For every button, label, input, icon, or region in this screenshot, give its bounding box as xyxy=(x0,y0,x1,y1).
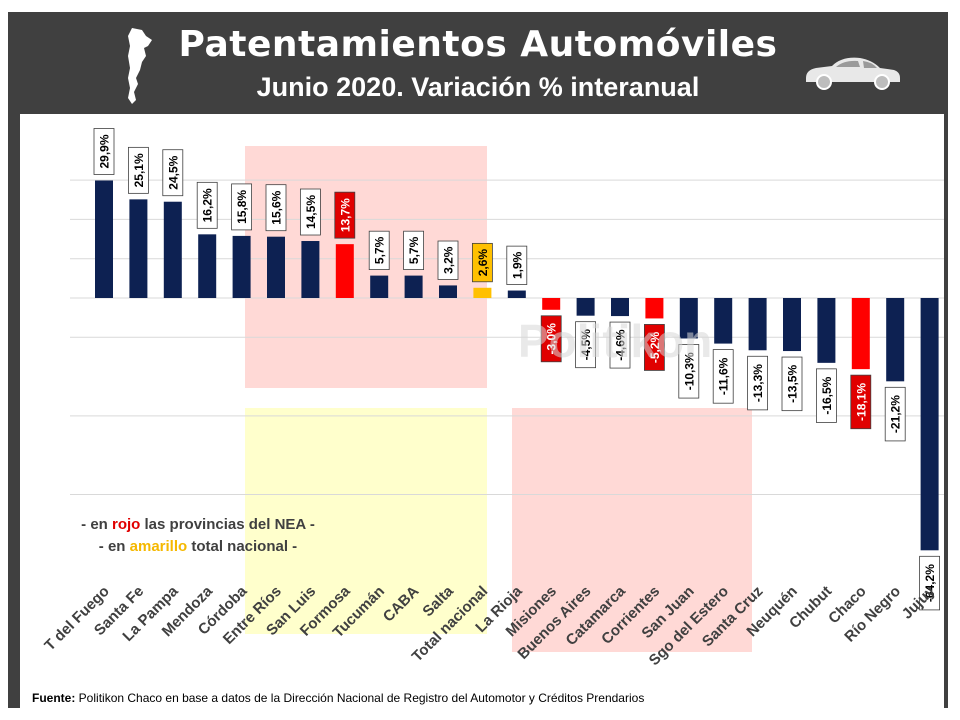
bar xyxy=(404,275,423,298)
data-label-box xyxy=(162,149,184,197)
plot-area: 29,9% T del Fuego 25,1% Santa Fe 24,5% La Pam… xyxy=(20,114,944,684)
data-label: 16,2% xyxy=(201,188,215,222)
data-label: 5,7% xyxy=(407,236,421,264)
chart-frame: Patentamientos Automóviles Junio 2020. V… xyxy=(8,12,948,712)
bar xyxy=(817,298,836,363)
data-label-box xyxy=(506,245,528,285)
data-label-box xyxy=(403,230,425,270)
data-label-box xyxy=(540,315,562,363)
highlight-region-red-bottom xyxy=(512,408,752,652)
data-label: -16,5% xyxy=(820,376,834,414)
data-label-box xyxy=(334,191,356,239)
data-label-box xyxy=(265,184,287,232)
legend-national-suffix: total nacional - xyxy=(187,538,298,555)
bar xyxy=(714,298,733,344)
bar xyxy=(920,298,939,551)
data-label-box xyxy=(678,344,700,399)
data-label: 1,9% xyxy=(510,251,524,279)
data-label: -5,2% xyxy=(648,331,662,363)
bar xyxy=(611,298,629,317)
bar xyxy=(232,235,251,298)
bar xyxy=(507,290,526,298)
data-label: -64,2% xyxy=(923,564,937,602)
highlight-region-yellow xyxy=(245,408,487,634)
data-label-box xyxy=(128,146,149,194)
data-label-box xyxy=(919,555,940,611)
data-label-box xyxy=(299,188,321,236)
data-label: 5,7% xyxy=(373,236,387,264)
data-label-box xyxy=(471,242,493,283)
car-icon xyxy=(806,57,900,90)
data-label-box xyxy=(816,368,837,423)
legend-nea-prefix: - en xyxy=(81,516,112,533)
argentina-map-icon xyxy=(128,28,152,104)
data-label-box xyxy=(884,386,906,442)
bar xyxy=(473,287,492,298)
data-label: 13,7% xyxy=(338,198,352,232)
data-label: -3,0% xyxy=(545,323,559,355)
data-label: -10,3% xyxy=(682,352,696,390)
bar xyxy=(95,180,113,298)
data-label-box xyxy=(609,321,631,369)
data-label-box xyxy=(850,374,872,430)
data-label: -11,6% xyxy=(717,357,731,395)
data-label: -13,5% xyxy=(786,365,800,403)
bar xyxy=(783,298,801,352)
data-label-box xyxy=(93,128,115,175)
data-label: -4,6% xyxy=(614,329,628,361)
data-label-box xyxy=(575,321,596,369)
watermark: Politikon xyxy=(518,315,713,367)
bar xyxy=(163,201,182,298)
source-note: Fuente: Politikon Chaco en base a datos … xyxy=(20,684,944,712)
bar xyxy=(645,298,664,319)
header: Patentamientos Automóviles Junio 2020. V… xyxy=(8,12,948,112)
source-text: Politikon Chaco en base a datos de la Di… xyxy=(75,691,645,705)
data-label: 15,8% xyxy=(235,190,249,224)
data-label: 14,5% xyxy=(304,195,318,229)
bar xyxy=(542,298,561,310)
data-label: 15,6% xyxy=(270,190,284,224)
bar xyxy=(370,275,389,298)
legend: - en rojo las provincias del NEA - - en … xyxy=(48,514,348,558)
legend-nea-suffix: las provincias del NEA - xyxy=(140,516,315,533)
bar xyxy=(679,298,698,339)
legend-nea-highlight: rojo xyxy=(112,516,141,533)
legend-national-prefix: - en xyxy=(98,538,130,555)
data-label-box xyxy=(368,230,390,270)
bar xyxy=(267,236,285,298)
data-label: -21,2% xyxy=(889,395,903,433)
bar xyxy=(576,298,595,316)
data-label: 3,2% xyxy=(442,246,456,274)
data-label: 2,6% xyxy=(476,249,490,277)
data-label: 24,5% xyxy=(166,155,180,189)
bar xyxy=(335,244,354,298)
bar xyxy=(129,199,148,298)
legend-line-national: - en amarillo total nacional - xyxy=(48,536,348,558)
bar xyxy=(748,298,767,351)
data-label-box xyxy=(747,355,768,411)
data-label-box xyxy=(437,240,459,280)
data-label: -18,1% xyxy=(854,383,868,421)
bar xyxy=(301,241,320,298)
data-label-box xyxy=(712,349,734,404)
legend-national-highlight: amarillo xyxy=(129,538,188,555)
bar xyxy=(198,234,217,298)
data-label: -4,5% xyxy=(579,329,593,361)
data-label-box xyxy=(231,183,253,231)
chart-title: Patentamientos Automóviles xyxy=(178,24,778,65)
bar xyxy=(439,285,457,298)
source-label: Fuente: xyxy=(32,691,76,705)
legend-line-nea: - en rojo las provincias del NEA - xyxy=(48,514,348,536)
data-label-box xyxy=(781,356,803,412)
chart-subtitle: Junio 2020. Variación % interanual xyxy=(256,72,700,102)
bar xyxy=(886,298,905,382)
data-label-box xyxy=(644,324,665,371)
data-label-box xyxy=(196,181,218,229)
data-label: 29,9% xyxy=(98,134,112,168)
data-label: 25,1% xyxy=(132,153,146,187)
data-label: -13,3% xyxy=(751,364,765,402)
bar xyxy=(851,298,870,370)
